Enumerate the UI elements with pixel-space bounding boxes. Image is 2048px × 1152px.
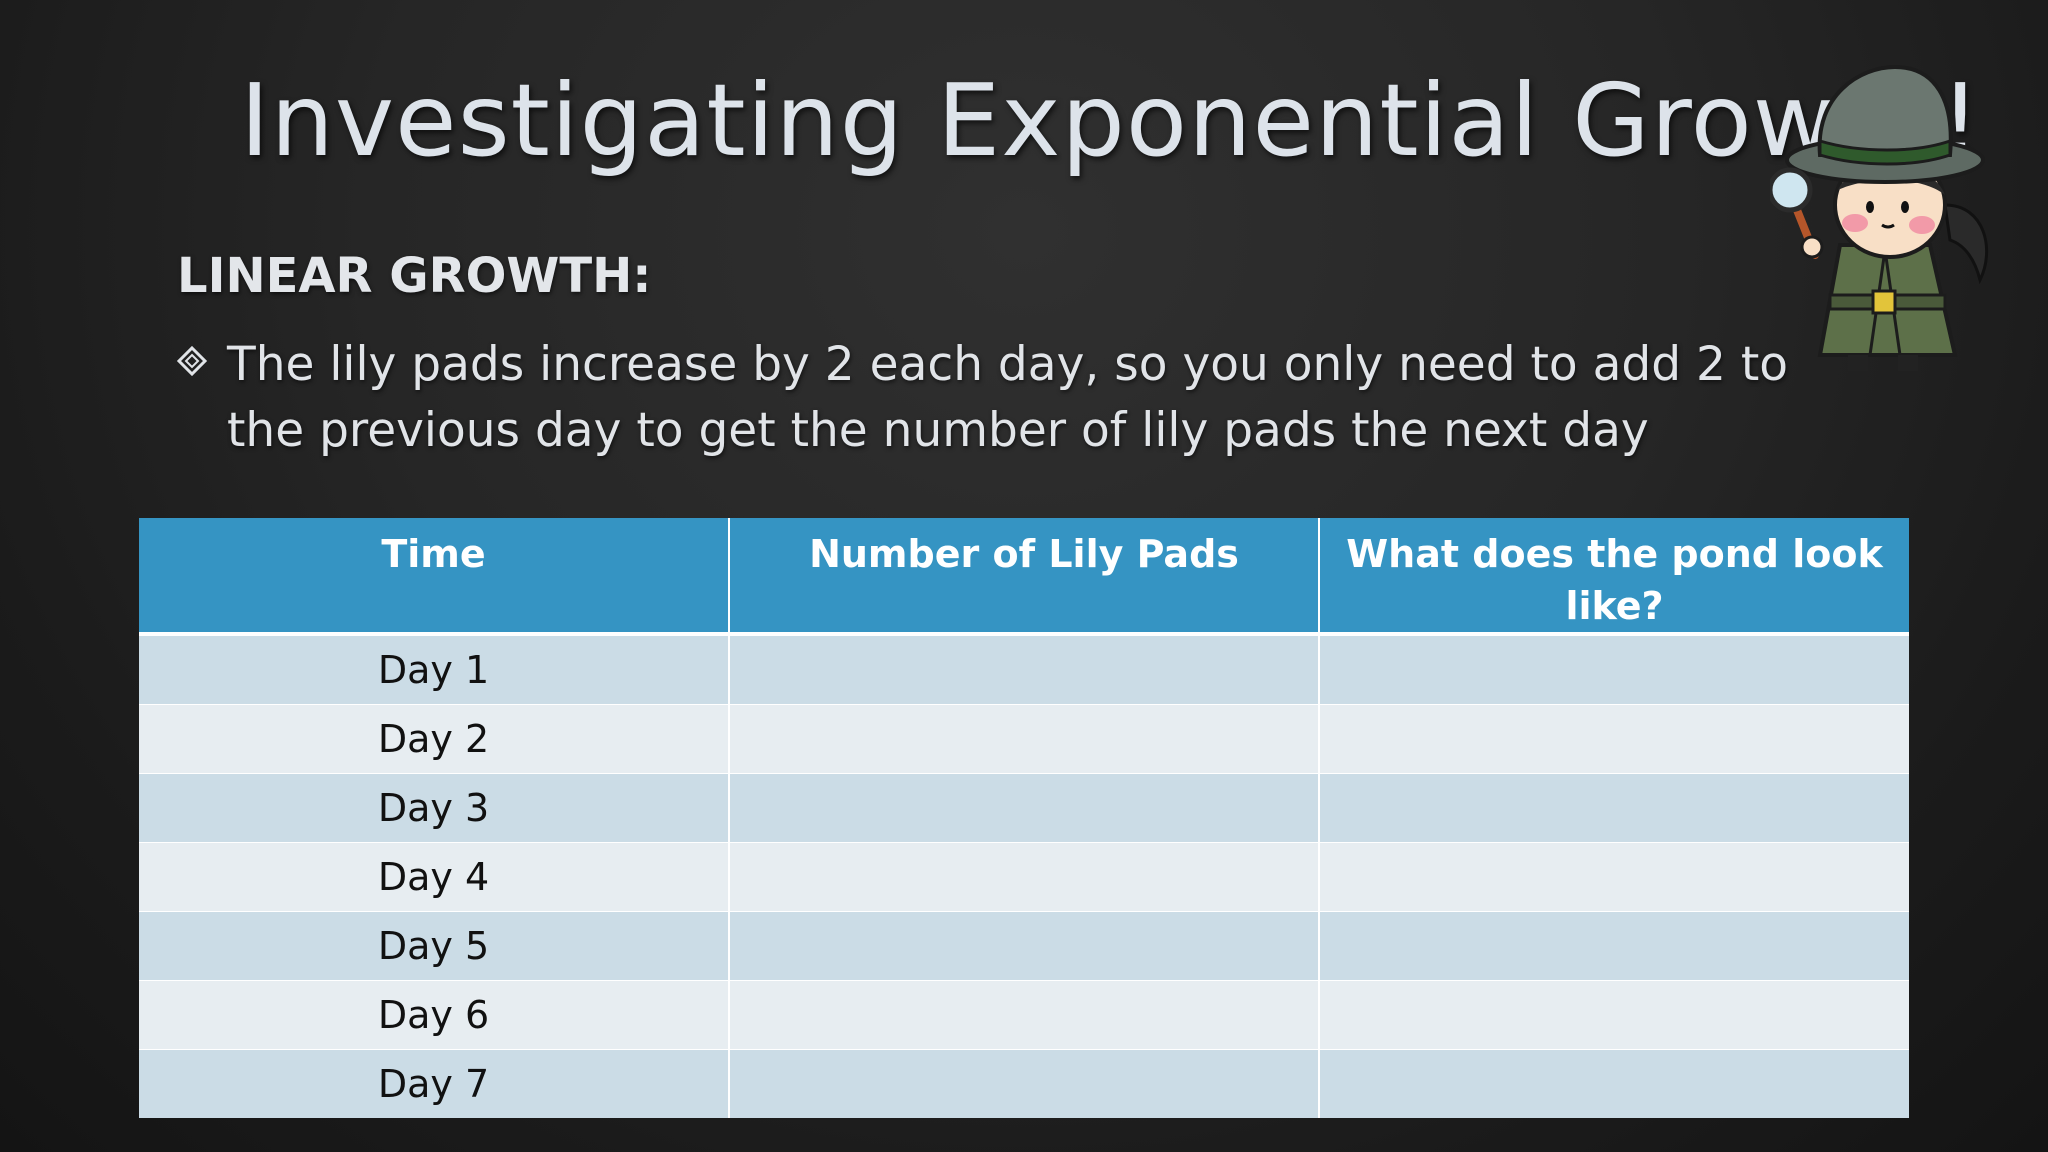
- cell-pond: [1319, 980, 1909, 1050]
- diamond-bullet-icon: [177, 346, 207, 376]
- detective-illustration: [1770, 64, 1989, 371]
- cell-pond: [1319, 704, 1909, 774]
- table-row: Day 7: [139, 1049, 1909, 1118]
- cell-lily-pads: [729, 842, 1320, 912]
- cell-pond: [1319, 1049, 1909, 1118]
- cell-time: Day 6: [139, 980, 730, 1050]
- cell-pond: [1319, 773, 1909, 843]
- header-time: Time: [139, 518, 730, 636]
- slide-title: Investigating Exponential Growth!: [240, 62, 1982, 179]
- header-pond-appearance: What does the pond look like?: [1319, 518, 1909, 636]
- table-row: Day 1: [139, 633, 1909, 705]
- table-row: Day 3: [139, 773, 1909, 843]
- cell-time: Day 4: [139, 842, 730, 912]
- cell-pond: [1319, 911, 1909, 981]
- cell-lily-pads: [729, 633, 1320, 705]
- cell-time: Day 5: [139, 911, 730, 981]
- cell-lily-pads: [729, 911, 1320, 981]
- cell-lily-pads: [729, 1049, 1320, 1118]
- table-row: Day 6: [139, 980, 1909, 1050]
- bullet-point: The lily pads increase by 2 each day, so…: [177, 332, 1817, 464]
- cell-time: Day 7: [139, 1049, 730, 1118]
- table-header-row: Time Number of Lily Pads What does the p…: [139, 518, 1909, 636]
- cell-time: Day 2: [139, 704, 730, 774]
- section-heading: LINEAR GROWTH:: [177, 248, 652, 304]
- cell-pond: [1319, 633, 1909, 705]
- cell-pond: [1319, 842, 1909, 912]
- header-number-of-lily-pads: Number of Lily Pads: [729, 518, 1320, 636]
- table-row: Day 4: [139, 842, 1909, 912]
- lily-pad-table: Time Number of Lily Pads What does the p…: [139, 518, 1909, 1118]
- cell-lily-pads: [729, 704, 1320, 774]
- cell-lily-pads: [729, 773, 1320, 843]
- bullet-text: The lily pads increase by 2 each day, so…: [227, 337, 1789, 458]
- cell-time: Day 3: [139, 773, 730, 843]
- cell-lily-pads: [729, 980, 1320, 1050]
- table-row: Day 2: [139, 704, 1909, 774]
- table-row: Day 5: [139, 911, 1909, 981]
- cell-time: Day 1: [139, 633, 730, 705]
